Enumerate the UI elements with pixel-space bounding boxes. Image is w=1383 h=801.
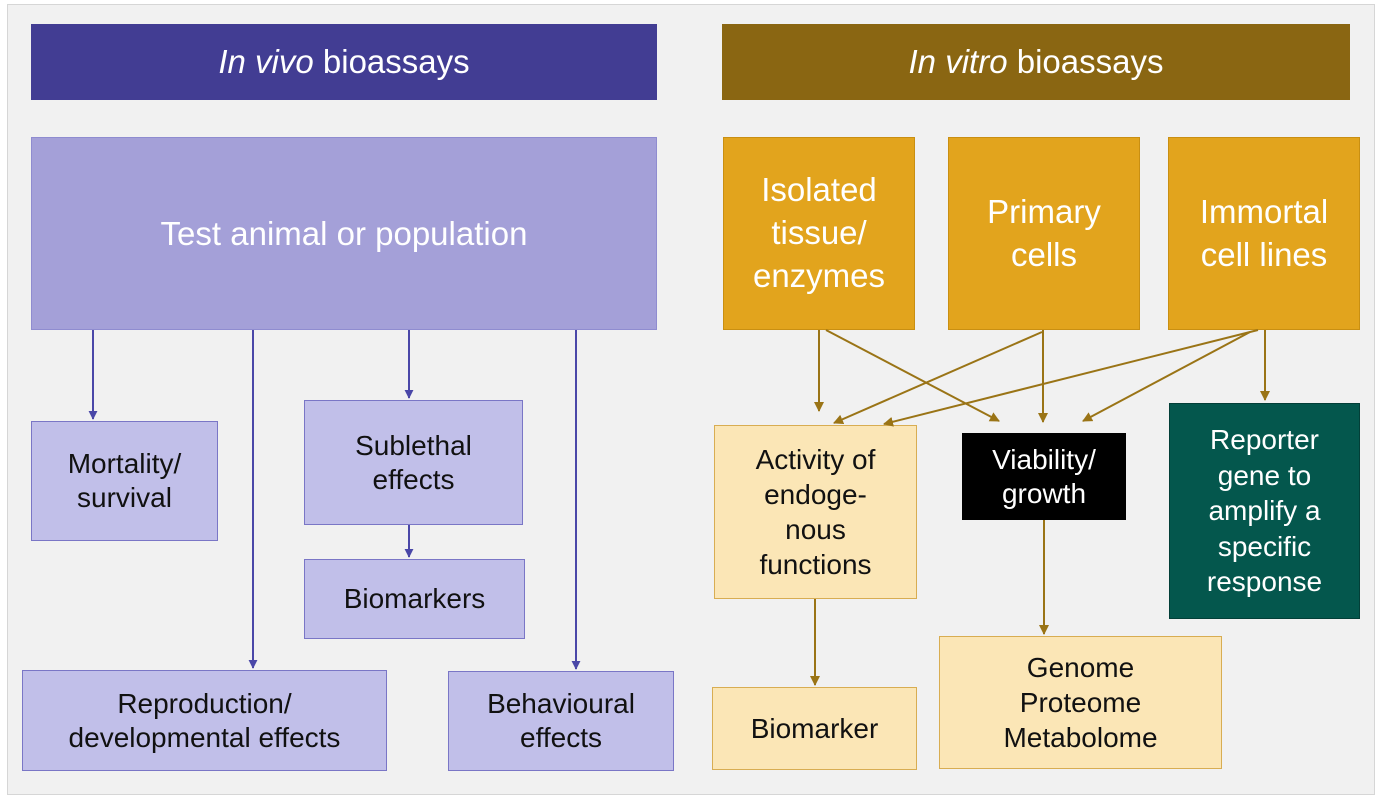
reproduction-box: Reproduction/ developmental effects [22,670,387,771]
in-vivo-header-rest: bioassays [313,43,470,81]
test-animal-label: Test animal or population [160,214,528,252]
mortality-label: Mortality/ survival [67,448,182,513]
biomarkers-box: Biomarkers [304,559,525,639]
reproduction-label: Reproduction/ developmental effects [68,687,341,753]
viability-label: Viability/ growth [992,443,1096,509]
biomarker-box: Biomarker [712,687,917,770]
primary-cells-label: Primary cells [987,192,1101,273]
isolated-tissue-label: Isolated tissue/ enzymes [752,171,886,294]
immortal-cell-lines-box: Immortal cell lines [1168,137,1360,330]
in-vitro-header-rest: bioassays [1007,43,1164,81]
viability-box: Viability/ growth [962,433,1126,520]
sublethal-box: Sublethal effects [304,400,523,525]
activity-label: Activity of endoge- nous functions [755,444,876,580]
biomarkers-label: Biomarkers [343,583,486,615]
in-vivo-header-italic: In vivo [218,43,314,81]
omics-box: Genome Proteome Metabolome [939,636,1222,769]
primary-cells-box: Primary cells [948,137,1140,330]
omics-label: Genome Proteome Metabolome [1003,652,1158,753]
isolated-tissue-box: Isolated tissue/ enzymes [723,137,915,330]
activity-box: Activity of endoge- nous functions [714,425,917,599]
in-vivo-header: In vivo bioassays [31,24,657,100]
sublethal-label: Sublethal effects [355,429,472,495]
in-vitro-header-italic: In vitro [908,43,1008,81]
mortality-box: Mortality/ survival [31,421,218,541]
behavioural-box: Behavioural effects [448,671,674,771]
biomarker-label: Biomarker [750,713,879,744]
reporter-gene-label: Reporter gene to amplify a specific resp… [1206,424,1323,598]
in-vitro-header: In vitro bioassays [722,24,1350,100]
immortal-cell-lines-label: Immortal cell lines [1199,192,1329,273]
behavioural-label: Behavioural effects [487,688,635,753]
test-animal-box: Test animal or population [31,137,657,330]
reporter-gene-box: Reporter gene to amplify a specific resp… [1169,403,1360,619]
